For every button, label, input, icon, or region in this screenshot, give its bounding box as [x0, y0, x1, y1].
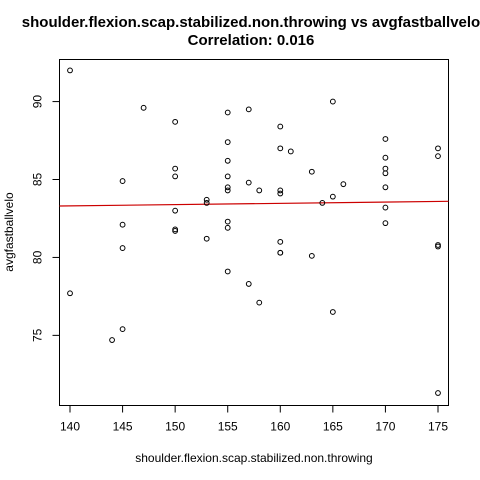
- data-point: [119, 178, 126, 184]
- x-tick-label: 140: [60, 420, 80, 434]
- data-point: [245, 106, 252, 113]
- y-tick-label: 75: [31, 328, 45, 342]
- data-point: [224, 218, 231, 225]
- trendline: [59, 200, 449, 207]
- data-point: [224, 224, 231, 231]
- data-point: [382, 204, 389, 211]
- data-point: [224, 173, 231, 180]
- data-point: [382, 136, 389, 142]
- data-point: [435, 243, 441, 250]
- data-point: [256, 187, 263, 194]
- y-tick-label: 85: [31, 173, 45, 187]
- trendline-group: [59, 200, 449, 207]
- y-tick-label: 90: [31, 95, 45, 109]
- data-point: [277, 249, 284, 256]
- data-point: [172, 118, 179, 125]
- data-point: [119, 326, 126, 333]
- data-point: [329, 98, 336, 105]
- chart-subtitle: Correlation: 0.016: [188, 32, 315, 49]
- x-tick-label: 175: [428, 420, 448, 434]
- data-point: [277, 187, 284, 194]
- plot-frame: [59, 59, 449, 406]
- data-point: [329, 193, 336, 200]
- data-point: [435, 145, 441, 152]
- x-tick-label: 145: [113, 420, 133, 434]
- data-point: [224, 187, 231, 194]
- chart-title: shoulder.flexion.scap.stabilized.non.thr…: [22, 14, 480, 31]
- points-group: [67, 67, 441, 396]
- data-point: [319, 199, 326, 206]
- data-point: [435, 153, 441, 160]
- data-point: [382, 184, 389, 191]
- x-tick-label: 165: [323, 420, 343, 434]
- data-point: [382, 220, 389, 227]
- data-point: [224, 268, 231, 275]
- x-tick-label: 170: [375, 420, 395, 434]
- data-point: [308, 252, 315, 259]
- data-point: [382, 170, 389, 177]
- data-point: [277, 123, 284, 130]
- x-tick-label: 160: [270, 420, 290, 434]
- y-axis: 75 80 85 90: [31, 95, 60, 342]
- x-tick-label: 155: [218, 420, 238, 434]
- data-point: [172, 165, 179, 172]
- data-point: [382, 165, 389, 172]
- data-point: [435, 390, 441, 396]
- x-tick-label: 150: [165, 420, 185, 434]
- data-point: [277, 190, 284, 197]
- data-point: [277, 238, 284, 245]
- y-axis-label: avgfastballvelo: [2, 192, 16, 272]
- y-tick-label: 80: [31, 250, 45, 264]
- data-point: [245, 179, 252, 186]
- x-axis: 140 145 150 155 160 165 170 175: [60, 405, 448, 434]
- data-point: [308, 168, 315, 175]
- data-point: [287, 148, 294, 155]
- data-point: [224, 109, 231, 116]
- data-point: [119, 245, 126, 251]
- data-point: [172, 173, 179, 180]
- data-point: [203, 196, 210, 203]
- data-point: [256, 299, 263, 306]
- data-point: [329, 309, 336, 315]
- data-point: [203, 199, 210, 206]
- data-point: [224, 184, 231, 191]
- data-point: [109, 337, 115, 343]
- data-point: [172, 228, 179, 234]
- data-point: [245, 281, 252, 287]
- data-point: [67, 67, 73, 74]
- data-point: [172, 207, 179, 214]
- data-point: [277, 145, 284, 152]
- data-point: [140, 104, 147, 111]
- data-point: [224, 157, 231, 164]
- data-point: [119, 221, 126, 228]
- data-point: [340, 181, 347, 188]
- data-point: [67, 290, 73, 297]
- x-axis-label: shoulder.flexion.scap.stabilized.non.thr…: [135, 451, 372, 465]
- data-point: [203, 235, 210, 242]
- data-point: [224, 139, 231, 146]
- data-point: [382, 154, 389, 161]
